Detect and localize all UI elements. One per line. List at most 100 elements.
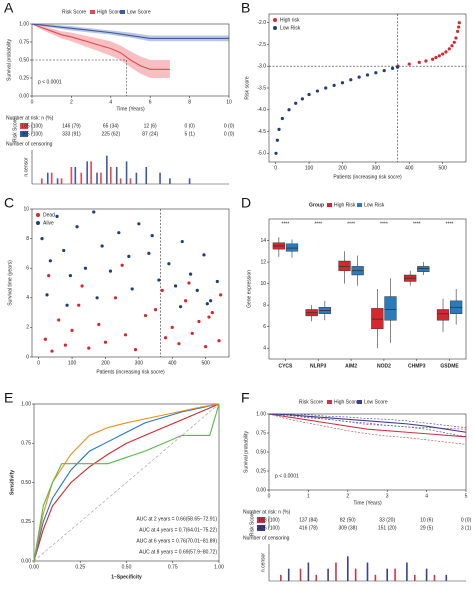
y-tick-label: -3.0 xyxy=(257,64,266,70)
legend-label: AUC at 4 years = 0.7(64.01−75.22) xyxy=(139,527,217,533)
risk-cell: 326 (100) xyxy=(258,525,280,531)
point xyxy=(457,21,461,25)
censor-bar xyxy=(386,568,388,581)
y-tick-label: 0 xyxy=(26,354,29,360)
legend-key xyxy=(120,10,125,14)
point xyxy=(395,65,400,69)
box xyxy=(436,309,450,321)
risk-cell: 0 (0) xyxy=(184,123,195,129)
x-tick-label: 300 xyxy=(135,360,144,366)
legend-key xyxy=(36,221,40,225)
censor-bar xyxy=(96,172,98,184)
y-axis-label: Sensitivity xyxy=(9,470,15,495)
legend-label: Low Risk xyxy=(364,202,385,208)
x-tick-label: NOD2 xyxy=(377,363,391,369)
point xyxy=(202,253,206,257)
point xyxy=(217,339,221,343)
y-tick-label: -2.0 xyxy=(257,20,266,26)
point xyxy=(205,302,209,306)
censor-bar xyxy=(280,574,282,581)
risk-row-key xyxy=(257,525,265,531)
risk-cell: 12 (6) xyxy=(144,123,157,129)
point xyxy=(50,349,54,353)
y-tick-label: 10 xyxy=(260,281,266,287)
legend-key xyxy=(357,203,362,207)
point xyxy=(97,322,101,327)
risk-row-key xyxy=(257,517,265,523)
y-tick-label: 0.25 xyxy=(21,519,31,525)
y-tick-label: 1.00 xyxy=(19,21,29,27)
y-tick-label: -4.5 xyxy=(257,129,266,135)
x-tick-label: 8 xyxy=(188,99,191,105)
box xyxy=(371,308,384,330)
point xyxy=(357,75,361,79)
point xyxy=(117,231,121,235)
point xyxy=(137,222,141,226)
legend-key xyxy=(357,400,362,404)
risk-cell: 146 (79) xyxy=(62,123,81,129)
risk-cell: 0 (0) xyxy=(224,123,235,129)
y-tick-label: 4 xyxy=(26,295,29,301)
x-tick-label: 1 xyxy=(307,493,310,499)
legend-key xyxy=(327,203,332,207)
risk-cell: 333 (91) xyxy=(62,131,81,137)
x-tick-label: 10 xyxy=(226,99,232,105)
y-tick-label: 10 xyxy=(23,206,29,212)
y-tick-label: 0.50 xyxy=(19,57,29,63)
panel-letter: D xyxy=(241,195,251,211)
y-tick-label: 0.50 xyxy=(256,449,266,455)
legend-key xyxy=(36,213,40,217)
panel-letter: F xyxy=(241,390,250,406)
point xyxy=(183,299,188,303)
censor-bar xyxy=(188,178,191,184)
point xyxy=(452,40,456,44)
legend-label: AUC at 2 years = 0.66(58.65−72.91) xyxy=(136,516,217,522)
censor-bar xyxy=(125,161,128,184)
point xyxy=(454,36,458,40)
censor-bar xyxy=(70,167,73,184)
censor-bar xyxy=(354,568,357,581)
confidence-band xyxy=(32,24,229,42)
censor-y-label: n.censor xyxy=(260,553,266,573)
point xyxy=(157,278,161,282)
confidence-band xyxy=(32,24,170,78)
y-tick-label: 14 xyxy=(260,238,266,244)
x-tick-label: 6 xyxy=(149,99,152,105)
point xyxy=(65,303,69,307)
censor-bar xyxy=(327,568,329,581)
p-value: p < 0.0001 xyxy=(38,79,62,85)
x-tick-label: 3 xyxy=(386,493,389,499)
point xyxy=(210,311,214,315)
roc-curve xyxy=(33,403,220,562)
censor-bar xyxy=(135,172,138,184)
point xyxy=(100,244,104,248)
roc-curve xyxy=(33,403,220,562)
point xyxy=(315,89,320,93)
x-tick-label: 500 xyxy=(201,360,210,366)
censor-bar xyxy=(115,167,118,184)
x-axis-label: Time (Years) xyxy=(353,500,382,506)
censor-bar xyxy=(347,556,349,581)
legend-title: Group xyxy=(309,202,324,208)
point xyxy=(147,251,151,255)
point xyxy=(120,263,124,267)
x-tick-label: 1.00 xyxy=(214,564,224,570)
risk-cell: 82 (50) xyxy=(340,517,356,523)
point xyxy=(324,86,328,90)
point xyxy=(55,214,59,218)
point xyxy=(180,239,184,244)
point xyxy=(163,336,168,340)
x-axis-label: Time (Years) xyxy=(116,106,145,112)
x-tick-label: 0 xyxy=(268,493,271,499)
censor-bar xyxy=(129,178,132,184)
point xyxy=(57,318,61,322)
point xyxy=(80,284,84,288)
point xyxy=(424,59,428,63)
point xyxy=(63,343,67,347)
point xyxy=(70,328,74,332)
censor-bar xyxy=(299,568,302,581)
point xyxy=(277,127,281,131)
p-value: p < 0.0001 xyxy=(275,473,299,479)
y-tick-label: 6 xyxy=(26,266,29,272)
risk-row-key xyxy=(20,131,28,137)
